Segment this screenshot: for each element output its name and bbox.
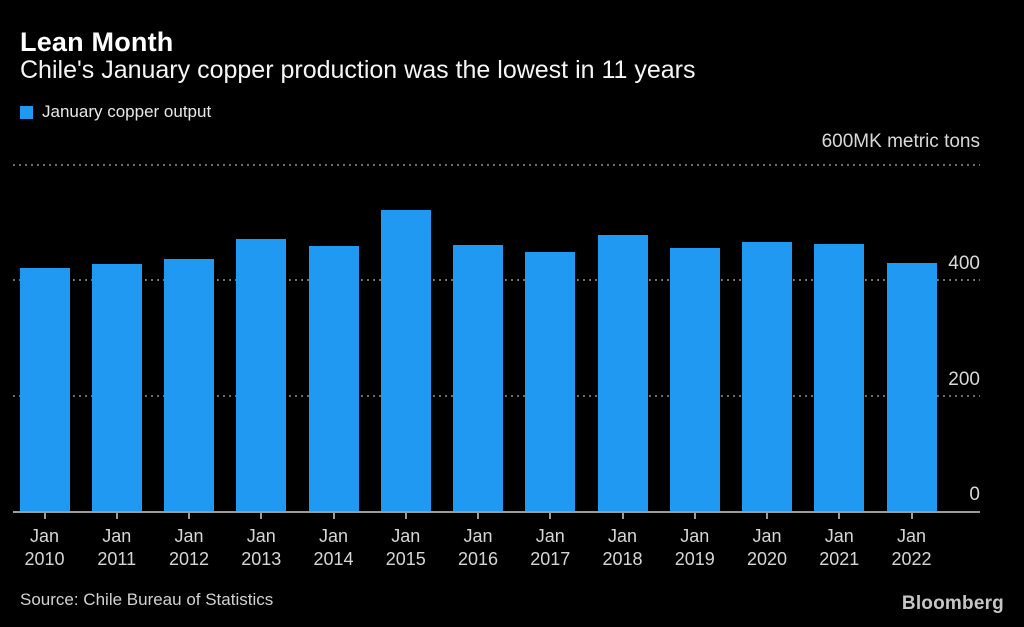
legend-swatch-icon: [20, 105, 33, 119]
bar-jan-2011: [91, 264, 142, 511]
x-axis-label: Jan 2021: [819, 526, 860, 569]
x-axis-label: Jan 2011: [97, 526, 137, 569]
bar-jan-2014: [308, 245, 359, 511]
x-axis-tick: [549, 513, 552, 519]
bar-jan-2016: [453, 245, 503, 511]
bar-jan-2012: [164, 259, 214, 511]
bar-jan-2020: [742, 242, 792, 511]
y-tick-label-200: 200: [948, 368, 980, 390]
bar-jan-2013: [236, 238, 287, 511]
legend-label: January copper output: [42, 102, 212, 121]
y-gridline-600: [13, 164, 980, 166]
x-axis-tick: [404, 513, 407, 519]
y-tick-label-0: 0: [969, 484, 980, 505]
x-axis-tick: [260, 513, 263, 519]
plot-area: 400 200 0: [13, 164, 980, 513]
x-axis-label: Jan 2019: [674, 526, 715, 569]
x-axis-label: Jan 2017: [530, 526, 571, 569]
x-axis-tick: [766, 513, 768, 519]
x-axis-label: Jan 2016: [457, 526, 499, 569]
bar-jan-2017: [525, 252, 576, 511]
x-axis-label: Jan 2014: [313, 526, 354, 569]
x-axis-tick: [115, 513, 118, 519]
bar-jan-2018: [597, 235, 648, 511]
legend: January copper output: [20, 102, 211, 122]
y-axis-unit-label: 600MK metric tons: [821, 131, 980, 152]
x-axis-tick: [838, 513, 841, 519]
x-axis-tick: [621, 513, 624, 519]
x-axis-tick: [332, 513, 335, 519]
x-axis-tick: [477, 513, 479, 519]
x-axis-label: Jan 2013: [241, 526, 282, 569]
x-axis-tick: [188, 513, 190, 519]
x-axis: Jan 2010 Jan 2011 Jan 2012 Jan 2013 Jan 2014 Jan 20…: [13, 513, 980, 583]
x-axis-label: Jan 2012: [168, 526, 210, 569]
x-axis-label: Jan 2020: [746, 526, 788, 569]
chart-title: Lean Month: [20, 27, 174, 57]
chart-subtitle: Chile's January copper production was th…: [20, 56, 696, 84]
x-axis-tick: [910, 513, 913, 519]
x-axis-label: Jan 2022: [891, 526, 932, 569]
bar-jan-2019: [669, 248, 720, 511]
bar-jan-2022: [886, 263, 937, 511]
bar-jan-2015: [380, 209, 431, 511]
y-tick-label-400: 400: [948, 253, 980, 275]
x-axis-tick: [43, 513, 46, 519]
bar-jan-2021: [814, 244, 865, 511]
bloomberg-logo: Bloomberg: [901, 593, 1004, 614]
source-note: Source: Chile Bureau of Statistics: [20, 590, 274, 609]
x-axis-label: Jan 2010: [24, 526, 65, 569]
x-axis-label: Jan 2015: [385, 526, 426, 569]
x-axis-label: Jan 2018: [602, 526, 643, 569]
bar-jan-2010: [19, 268, 70, 511]
x-axis-tick: [693, 513, 696, 519]
